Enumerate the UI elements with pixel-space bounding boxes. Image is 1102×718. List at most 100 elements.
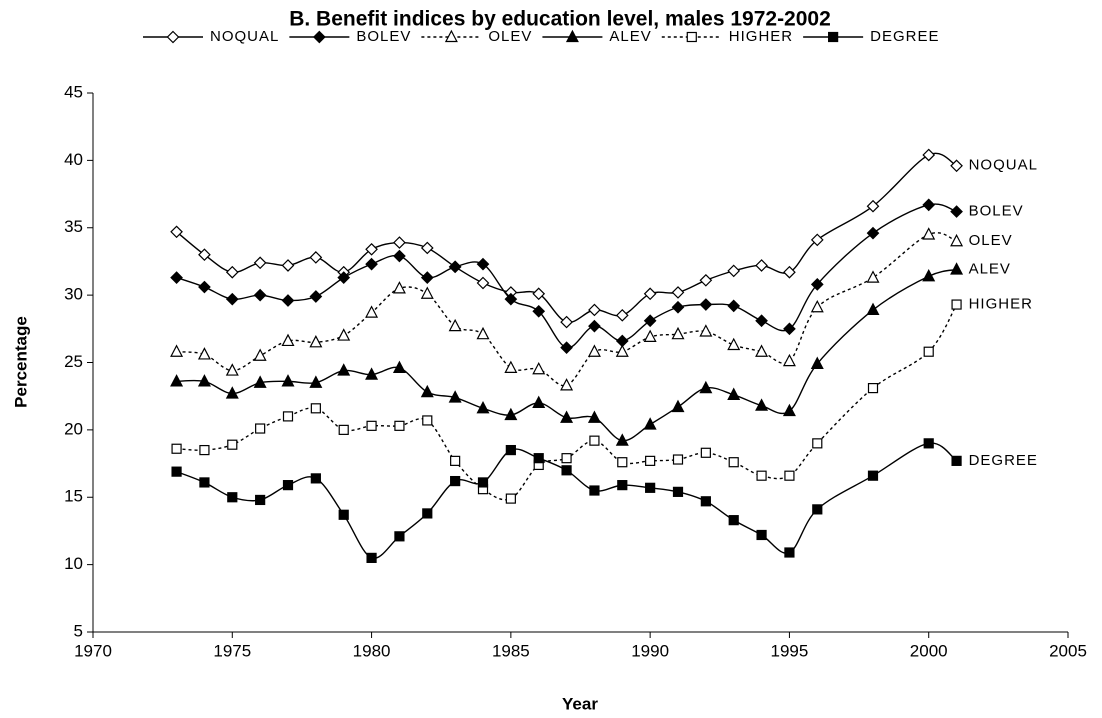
x-tick-label: 1975 <box>213 641 251 660</box>
marker <box>199 444 210 456</box>
marker <box>950 233 964 247</box>
marker <box>866 199 880 213</box>
y-tick-label: 45 <box>64 82 83 101</box>
marker <box>560 341 573 355</box>
marker <box>727 299 741 313</box>
marker <box>337 271 351 284</box>
marker <box>476 257 490 271</box>
marker <box>672 486 684 497</box>
marker <box>812 504 823 515</box>
marker <box>784 470 795 481</box>
marker <box>422 508 433 519</box>
marker <box>810 299 824 313</box>
legend-marker <box>565 29 579 43</box>
marker <box>281 294 295 307</box>
marker <box>170 271 183 284</box>
marker <box>338 509 349 520</box>
marker <box>281 374 295 387</box>
marker <box>588 303 601 317</box>
marker <box>755 314 768 328</box>
series-line <box>176 152 957 324</box>
marker <box>756 470 767 481</box>
series-line <box>176 232 957 387</box>
marker <box>448 390 462 403</box>
marker <box>671 326 685 340</box>
marker <box>309 290 323 303</box>
marker <box>951 455 962 466</box>
series-end-label: HIGHER <box>969 296 1033 313</box>
legend-marker <box>444 29 458 43</box>
marker <box>309 334 323 348</box>
x-tick-label: 2005 <box>1049 641 1087 660</box>
marker <box>615 308 629 322</box>
marker <box>810 233 824 247</box>
marker <box>420 384 434 398</box>
marker <box>227 492 238 503</box>
marker <box>866 302 880 316</box>
marker <box>309 375 323 388</box>
marker <box>394 420 405 431</box>
marker <box>393 249 406 263</box>
legend-label: DEGREE <box>870 28 939 45</box>
marker <box>728 515 739 526</box>
marker <box>615 433 629 446</box>
marker <box>170 225 183 239</box>
marker <box>393 236 406 249</box>
marker <box>950 262 964 275</box>
marker <box>922 227 936 240</box>
marker <box>755 398 769 411</box>
marker <box>253 348 267 361</box>
marker <box>783 322 796 336</box>
x-tick-label: 1970 <box>74 641 112 660</box>
marker <box>866 270 880 283</box>
marker <box>560 315 573 329</box>
x-tick-label: 2000 <box>910 641 948 660</box>
marker <box>171 466 182 477</box>
legend-marker <box>828 31 839 43</box>
legend-label: BOLEV <box>356 28 411 45</box>
legend-label: OLEV <box>488 28 532 45</box>
marker <box>922 148 936 162</box>
marker <box>922 268 936 282</box>
marker <box>420 241 434 255</box>
marker <box>812 438 823 449</box>
marker <box>282 480 294 491</box>
legend-label: NOQUAL <box>210 28 279 45</box>
marker <box>309 251 323 264</box>
marker <box>532 361 546 375</box>
marker <box>448 260 462 274</box>
chart-title: B. Benefit indices by education level, m… <box>289 8 831 31</box>
marker <box>450 455 461 466</box>
marker <box>561 453 572 464</box>
marker <box>365 257 378 271</box>
marker <box>867 470 879 481</box>
marker <box>784 547 795 558</box>
marker <box>422 415 433 426</box>
marker <box>225 386 239 399</box>
y-tick-label: 25 <box>64 352 83 371</box>
marker <box>282 411 294 422</box>
marker <box>755 344 769 357</box>
marker <box>783 265 796 279</box>
marker <box>671 286 685 299</box>
marker <box>866 226 880 240</box>
marker <box>699 380 713 394</box>
marker <box>782 353 796 367</box>
marker <box>532 395 546 409</box>
marker <box>617 457 628 468</box>
marker <box>448 318 462 332</box>
marker <box>810 356 824 369</box>
marker <box>643 329 657 342</box>
marker <box>504 292 518 306</box>
marker <box>589 435 600 446</box>
marker <box>699 273 713 287</box>
marker <box>505 493 516 504</box>
marker <box>671 399 685 413</box>
marker <box>476 401 490 414</box>
marker <box>310 473 321 484</box>
marker <box>255 423 266 434</box>
marker <box>504 360 518 373</box>
marker <box>588 319 601 333</box>
x-tick-label: 1990 <box>631 641 669 660</box>
